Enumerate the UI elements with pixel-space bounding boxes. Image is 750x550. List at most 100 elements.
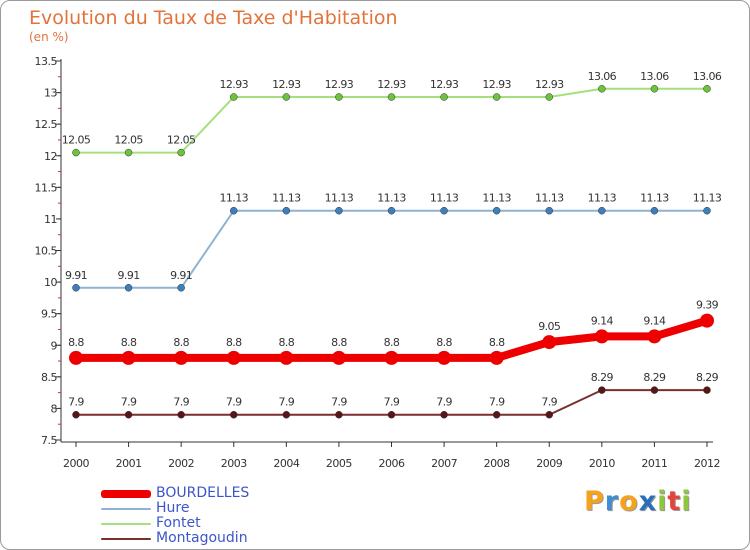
data-point-hure	[492, 206, 501, 215]
data-point-montagoudin	[650, 386, 659, 394]
data-label-montagoudin: 7.9	[121, 396, 137, 409]
x-tick-label: 2009	[536, 457, 562, 470]
data-point-hure	[545, 206, 553, 215]
data-label-hure: 11.13	[430, 192, 459, 205]
y-tick-label: 7.5	[41, 434, 57, 447]
data-point-hure	[440, 206, 448, 215]
legend: BOURDELLES Hure Fontet Montagoudin	[101, 486, 249, 546]
data-label-fontet: 13.06	[640, 70, 669, 83]
data-label-bourdelles: 8.8	[121, 336, 137, 349]
y-tick-label: 8	[51, 402, 58, 415]
data-point-bourdelles	[437, 350, 452, 365]
x-tick-label: 2002	[168, 457, 194, 470]
data-label-fontet: 12.93	[325, 78, 354, 91]
data-label-fontet: 12.93	[272, 78, 301, 91]
data-label-fontet: 13.06	[693, 70, 722, 83]
data-label-bourdelles: 8.8	[436, 336, 452, 349]
data-label-fontet: 13.06	[588, 70, 617, 83]
data-point-bourdelles	[542, 335, 557, 350]
data-point-bourdelles	[331, 350, 346, 365]
legend-label-bourdelles: BOURDELLES	[156, 485, 250, 501]
chart-subtitle: (en %)	[29, 30, 69, 44]
data-label-bourdelles: 8.8	[331, 336, 347, 349]
data-point-bourdelles	[174, 350, 189, 365]
data-point-fontet	[335, 93, 343, 101]
data-point-montagoudin	[124, 410, 133, 419]
x-tick-label: 2005	[326, 457, 352, 470]
data-point-hure	[124, 284, 133, 292]
data-point-fontet	[492, 93, 501, 101]
legend-item-bourdelles: BOURDELLES	[101, 486, 249, 501]
legend-swatch-montagoudin	[101, 537, 151, 540]
data-label-bourdelles: 8.8	[384, 336, 400, 349]
data-point-fontet	[650, 85, 659, 93]
data-label-hure: 11.13	[535, 192, 564, 205]
chart-title: Evolution du Taux de Taxe d'Habitation	[29, 7, 398, 29]
legend-label-fontet: Fontet	[156, 515, 201, 531]
data-point-bourdelles	[226, 350, 241, 365]
data-label-fontet: 12.93	[430, 78, 459, 91]
data-label-bourdelles: 8.8	[173, 336, 189, 349]
y-tick-label: 8.5	[41, 371, 57, 384]
data-point-bourdelles	[279, 350, 294, 365]
data-label-hure: 11.13	[588, 192, 617, 205]
data-point-fontet	[72, 148, 80, 157]
logo-letter: o	[619, 486, 639, 517]
data-point-hure	[230, 206, 238, 215]
data-point-fontet	[282, 93, 291, 101]
y-tick-label: 11	[44, 213, 57, 226]
data-point-fontet	[598, 85, 606, 93]
data-point-montagoudin	[545, 410, 553, 419]
data-point-bourdelles	[489, 350, 504, 365]
data-label-montagoudin: 7.9	[173, 396, 189, 409]
data-label-hure: 9.91	[65, 269, 87, 282]
y-tick-label: 10	[44, 276, 57, 289]
data-point-montagoudin	[72, 410, 80, 419]
data-label-hure: 11.13	[482, 192, 511, 205]
data-label-hure: 11.13	[693, 192, 722, 205]
data-point-fontet	[124, 148, 133, 157]
logo-letter: P	[584, 486, 605, 517]
data-label-bourdelles: 8.8	[489, 336, 505, 349]
data-point-montagoudin	[230, 410, 238, 419]
data-point-bourdelles	[69, 350, 83, 365]
x-tick-label: 2011	[641, 457, 667, 470]
data-point-fontet	[387, 93, 396, 101]
legend-label-hure: Hure	[156, 500, 190, 516]
data-label-montagoudin: 7.9	[541, 396, 557, 409]
data-label-bourdelles: 8.8	[226, 336, 242, 349]
data-label-montagoudin: 7.9	[226, 396, 242, 409]
data-point-hure	[703, 206, 711, 215]
logo-letter: t	[667, 486, 682, 517]
data-point-hure	[282, 206, 291, 215]
x-tick-label: 2010	[589, 457, 615, 470]
legend-item-hure: Hure	[101, 501, 249, 516]
data-label-montagoudin: 7.9	[278, 396, 294, 409]
data-label-hure: 11.13	[325, 192, 354, 205]
data-label-montagoudin: 8.29	[591, 371, 614, 384]
legend-label-montagoudin: Montagoudin	[156, 530, 248, 546]
data-label-montagoudin: 7.9	[331, 396, 347, 409]
data-point-montagoudin	[703, 386, 711, 394]
y-tick-label: 9.5	[41, 308, 57, 321]
data-label-bourdelles: 9.39	[696, 299, 719, 312]
x-tick-label: 2003	[221, 457, 247, 470]
data-label-montagoudin: 8.29	[643, 371, 666, 384]
y-tick-label: 10.5	[35, 245, 58, 258]
data-point-bourdelles	[594, 329, 609, 344]
y-tick-label: 11.5	[35, 181, 58, 194]
y-tick-label: 13	[44, 87, 57, 100]
y-tick-label: 9	[51, 339, 58, 352]
data-point-hure	[650, 206, 659, 215]
data-point-fontet	[440, 93, 448, 101]
data-label-montagoudin: 7.9	[68, 396, 84, 409]
logo-letter: i	[657, 486, 668, 517]
x-tick-label: 2004	[273, 457, 299, 470]
legend-item-montagoudin: Montagoudin	[101, 531, 249, 546]
data-label-hure: 11.13	[272, 192, 301, 205]
legend-item-fontet: Fontet	[101, 516, 249, 531]
y-tick-label: 13.5	[35, 55, 58, 68]
data-point-montagoudin	[598, 386, 606, 394]
data-label-bourdelles: 8.8	[68, 336, 84, 349]
